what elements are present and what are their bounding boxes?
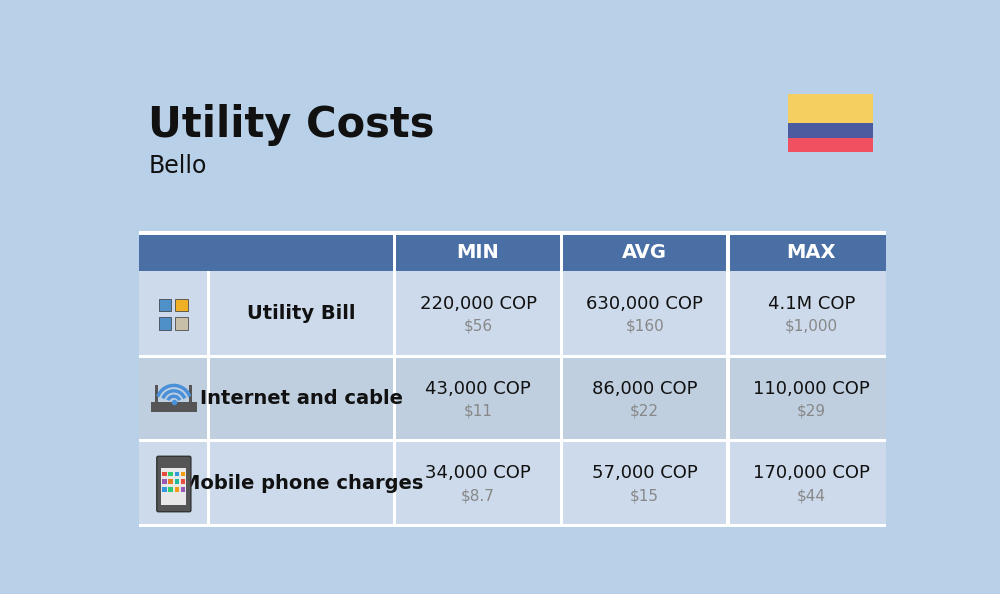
Text: 110,000 COP: 110,000 COP xyxy=(753,380,870,397)
Bar xyxy=(788,94,873,124)
Text: Utility Bill: Utility Bill xyxy=(247,304,356,323)
Text: 220,000 COP: 220,000 COP xyxy=(420,295,537,313)
Bar xyxy=(181,487,185,492)
Bar xyxy=(393,233,396,271)
Text: 4.1M COP: 4.1M COP xyxy=(768,295,855,313)
Text: $29: $29 xyxy=(797,403,826,418)
Text: $1,000: $1,000 xyxy=(785,318,838,334)
Bar xyxy=(788,138,873,152)
Bar xyxy=(162,472,167,476)
Bar xyxy=(560,233,563,271)
Bar xyxy=(175,472,179,476)
Bar xyxy=(159,299,171,311)
Bar xyxy=(175,317,188,330)
Text: 170,000 COP: 170,000 COP xyxy=(753,465,870,482)
Text: 43,000 COP: 43,000 COP xyxy=(425,380,531,397)
Bar xyxy=(207,271,210,356)
Bar xyxy=(151,402,197,412)
Text: $22: $22 xyxy=(630,403,659,418)
Bar xyxy=(560,441,563,526)
Bar xyxy=(139,356,886,441)
Bar xyxy=(726,233,730,271)
Text: 86,000 COP: 86,000 COP xyxy=(592,380,697,397)
Bar xyxy=(139,440,886,443)
Bar xyxy=(181,479,185,484)
Bar xyxy=(560,356,563,441)
Bar xyxy=(168,487,173,492)
Bar xyxy=(139,441,886,526)
Text: Bello: Bello xyxy=(148,154,207,178)
Text: 630,000 COP: 630,000 COP xyxy=(586,295,703,313)
Text: 34,000 COP: 34,000 COP xyxy=(425,465,531,482)
Bar xyxy=(726,271,730,356)
Bar xyxy=(175,479,179,484)
Bar xyxy=(155,385,158,402)
Bar xyxy=(189,385,192,402)
FancyBboxPatch shape xyxy=(157,456,191,511)
Text: $44: $44 xyxy=(797,488,826,503)
Bar xyxy=(139,355,886,358)
Bar xyxy=(788,124,873,138)
Bar xyxy=(162,479,167,484)
Bar xyxy=(139,271,886,356)
Text: 57,000 COP: 57,000 COP xyxy=(592,465,698,482)
Bar xyxy=(207,441,210,526)
Bar xyxy=(139,232,886,235)
Bar xyxy=(393,356,396,441)
Bar xyxy=(159,317,171,330)
Text: $11: $11 xyxy=(464,403,493,418)
Bar xyxy=(175,299,188,311)
Bar xyxy=(161,468,186,505)
Bar xyxy=(139,233,886,271)
Text: $15: $15 xyxy=(630,488,659,503)
Text: Utility Costs: Utility Costs xyxy=(148,103,435,146)
Bar xyxy=(393,441,396,526)
Text: $8.7: $8.7 xyxy=(461,488,495,503)
Text: Mobile phone charges: Mobile phone charges xyxy=(181,474,423,493)
Text: $160: $160 xyxy=(625,318,664,334)
Bar xyxy=(207,356,210,441)
Bar xyxy=(168,472,173,476)
Text: MAX: MAX xyxy=(787,243,836,262)
Text: Internet and cable: Internet and cable xyxy=(200,389,403,408)
Text: $56: $56 xyxy=(463,318,493,334)
Bar xyxy=(162,487,167,492)
Text: AVG: AVG xyxy=(622,243,667,262)
Bar xyxy=(139,524,886,527)
Bar xyxy=(560,271,563,356)
Bar xyxy=(726,356,730,441)
Bar xyxy=(181,472,185,476)
Bar xyxy=(393,271,396,356)
Bar xyxy=(726,441,730,526)
Bar xyxy=(175,487,179,492)
Text: MIN: MIN xyxy=(457,243,499,262)
Bar xyxy=(168,479,173,484)
